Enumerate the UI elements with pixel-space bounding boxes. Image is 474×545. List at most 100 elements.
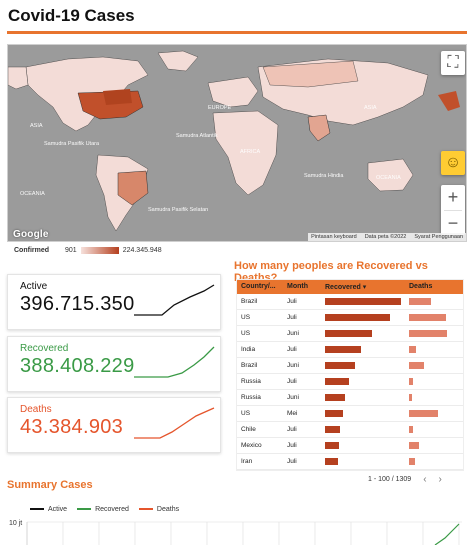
active-sparkline <box>134 284 215 316</box>
deaths-bar <box>409 362 425 369</box>
deaths-sparkline <box>134 407 215 439</box>
fullscreen-button[interactable]: ⛶ <box>441 51 465 75</box>
fullscreen-icon: ⛶ <box>447 54 459 71</box>
cell-month: Juli <box>287 298 297 305</box>
column-header-deaths[interactable]: Deaths <box>409 283 433 290</box>
cell-deaths <box>405 470 464 471</box>
map-label: OCEANIA <box>20 191 45 197</box>
title-divider <box>7 31 467 34</box>
map-label: AFRICA <box>240 149 261 155</box>
recovered-bar <box>325 410 344 417</box>
terms-link[interactable]: Syarat Penggunaan <box>414 234 463 240</box>
deaths-bar <box>409 314 446 321</box>
cell-deaths <box>405 390 463 405</box>
legend-item-recovered[interactable]: Recovered <box>77 506 129 513</box>
table-row[interactable]: PeruJuli <box>237 470 464 471</box>
cell-recovered <box>321 358 405 373</box>
google-logo[interactable]: Google <box>13 229 49 240</box>
cell-country: Iran <box>241 458 253 465</box>
y-tick-label: 10 jt <box>9 520 22 527</box>
keyboard-shortcuts-link[interactable]: Pintasan keyboard <box>311 234 357 240</box>
chevron-left-icon[interactable]: ‹ <box>423 474 427 485</box>
deaths-bar <box>409 410 438 417</box>
cell-country: Russia <box>241 378 261 385</box>
alaska-west-shape <box>8 66 29 90</box>
table-row[interactable]: US Juni <box>237 326 463 342</box>
summary-title: Summary Cases <box>7 479 93 491</box>
recovered-deaths-table: Country/... Month Recovered ▾ Deaths Bra… <box>236 279 464 471</box>
cell-recovered <box>321 454 405 469</box>
card-value: 43.384.903 <box>20 416 124 438</box>
australia-shape <box>367 158 414 192</box>
table-row[interactable]: Chile Juli <box>237 422 463 438</box>
recovered-bar <box>325 362 356 369</box>
map-label: Samudra Pasifik Utara <box>44 141 100 147</box>
cell-recovered <box>321 294 405 309</box>
deaths-bar <box>409 346 417 353</box>
table-row[interactable]: Russia Juli <box>237 374 463 390</box>
table-row[interactable]: Brazil Juli <box>237 294 463 310</box>
legend-item-active[interactable]: Active <box>30 506 67 513</box>
map-label: Samudra Atlantik <box>176 133 218 139</box>
zoom-in-button[interactable]: + <box>447 187 459 207</box>
cell-month: Juni <box>287 394 299 401</box>
cell-country: US <box>241 410 251 417</box>
world-map[interactable]: ASIA EUROPE AFRICA OCEANIA ASIA OCEANIA … <box>7 44 467 242</box>
column-header-month[interactable]: Month <box>287 283 308 290</box>
cell-deaths <box>405 326 463 341</box>
map-data-label: Data peta ©2022 <box>364 234 407 240</box>
legend-gradient <box>80 247 119 254</box>
column-header-country[interactable]: Country/... <box>241 283 276 290</box>
cell-recovered <box>321 422 405 437</box>
zoom-out-button[interactable]: − <box>447 213 459 233</box>
greenland-shape <box>157 50 199 72</box>
map-attribution: Pintasan keyboard Data peta ©2022 Syarat… <box>308 233 466 241</box>
legend-text: Deaths <box>156 506 180 513</box>
legend-max: 224.345.948 <box>122 247 162 254</box>
cell-country: Brazil <box>241 298 258 305</box>
cell-recovered <box>321 390 405 405</box>
table-row[interactable]: US Mei <box>237 406 463 422</box>
cell-recovered <box>321 326 405 341</box>
legend-swatch <box>77 508 92 511</box>
table-pagination: 1 - 100 / 1309 ‹ › <box>368 474 442 485</box>
cell-deaths <box>405 342 463 357</box>
world-map-canvas[interactable]: ASIA EUROPE AFRICA OCEANIA ASIA OCEANIA … <box>8 45 467 242</box>
map-label: Samudra Pasifik Selatan <box>148 207 208 213</box>
cell-month: Juni <box>287 362 299 369</box>
cell-month: Juni <box>287 330 299 337</box>
table-row[interactable]: US Juli <box>237 310 463 326</box>
table-row[interactable]: Russia Juni <box>237 390 463 406</box>
table-row[interactable]: India Juli <box>237 342 463 358</box>
cell-month: Juli <box>287 426 297 433</box>
cell-month: Juli <box>287 458 297 465</box>
table-row[interactable]: Mexico Juli <box>237 438 463 454</box>
cell-deaths <box>405 310 463 325</box>
cell-country: Mexico <box>241 442 262 449</box>
cell-recovered <box>321 374 405 389</box>
pagination-range: 1 - 100 / 1309 <box>368 476 412 483</box>
cell-month: Juli <box>287 442 297 449</box>
cell-month: Juli <box>287 314 297 321</box>
card-label: Active <box>20 281 48 292</box>
legend-text: Recovered <box>95 506 129 513</box>
card-value: 396.715.350 <box>20 293 135 315</box>
table-row[interactable]: Iran Juli <box>237 454 463 470</box>
legend-item-deaths[interactable]: Deaths <box>138 506 180 513</box>
cell-recovered <box>321 342 405 357</box>
active-card: Active 396.715.350 <box>7 274 221 330</box>
column-header-recovered[interactable]: Recovered ▾ <box>325 284 367 291</box>
chevron-right-icon[interactable]: › <box>438 474 442 485</box>
summary-chart: 10 jt <box>9 520 462 545</box>
cell-deaths <box>405 374 463 389</box>
deaths-bar <box>409 442 419 449</box>
legend-label: Confirmed <box>14 247 49 254</box>
recovered-bar <box>325 298 401 305</box>
cell-month: Juli <box>283 470 321 471</box>
recovered-bar <box>325 458 338 465</box>
russia-shape <box>262 60 359 88</box>
table-row[interactable]: Brazil Juni <box>237 358 463 374</box>
pegman-button[interactable]: ☺ <box>441 151 465 175</box>
recovered-card: Recovered 388.408.229 <box>7 336 221 392</box>
cell-country: US <box>241 314 251 321</box>
